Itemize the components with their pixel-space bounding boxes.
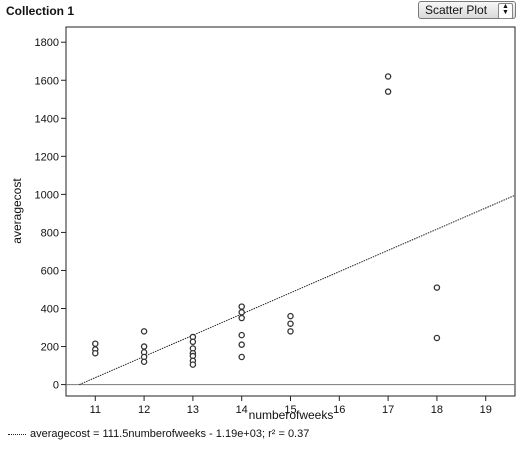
- y-tick-label: 200: [41, 342, 59, 354]
- data-point[interactable]: [238, 341, 245, 348]
- data-point[interactable]: [238, 314, 245, 322]
- y-tick-label: 1600: [35, 75, 59, 87]
- y-tick-label: 1000: [35, 189, 59, 201]
- up-down-arrows-icon: ▲ ▼: [498, 3, 513, 19]
- y-tick-label: 1200: [35, 151, 59, 163]
- regression-line-swatch: [8, 433, 26, 435]
- data-point[interactable]: [140, 328, 148, 335]
- data-point[interactable]: [238, 309, 245, 316]
- data-point[interactable]: [189, 338, 197, 346]
- collection-title: Collection 1: [6, 4, 75, 18]
- data-point[interactable]: [189, 361, 197, 368]
- data-point[interactable]: [384, 88, 392, 95]
- data-point[interactable]: [287, 328, 294, 335]
- y-tick-label: 0: [53, 380, 59, 392]
- data-point[interactable]: [92, 340, 99, 347]
- x-tick-label: 17: [382, 404, 394, 416]
- data-point[interactable]: [140, 358, 148, 366]
- x-tick-label: 12: [138, 404, 150, 416]
- regression-legend-text: averagecost = 111.5numberofweeks - 1.19e…: [30, 428, 310, 440]
- data-point[interactable]: [287, 312, 294, 320]
- plot-type-select[interactable]: Scatter Plot ▲ ▼: [418, 1, 516, 19]
- y-axis-label: averagecost: [10, 178, 24, 244]
- data-point[interactable]: [92, 349, 99, 357]
- plot-type-label: Scatter Plot: [425, 3, 488, 17]
- data-point[interactable]: [433, 334, 441, 342]
- x-tick-label: 14: [236, 404, 248, 416]
- x-tick-label: 11: [90, 404, 101, 416]
- data-point[interactable]: [287, 320, 294, 327]
- y-tick-label: 1400: [35, 113, 59, 125]
- data-point[interactable]: [238, 331, 245, 339]
- x-tick-label: 19: [480, 404, 492, 416]
- regression-line: [79, 194, 516, 386]
- data-point[interactable]: [140, 343, 148, 350]
- y-tick-label: 600: [41, 265, 59, 277]
- data-point[interactable]: [238, 303, 245, 310]
- y-tick-label: 800: [41, 227, 59, 239]
- x-axis-label: numberofweeks: [249, 408, 334, 422]
- data-point[interactable]: [433, 284, 441, 291]
- regression-legend: averagecost = 111.5numberofweeks - 1.19e…: [8, 428, 309, 440]
- data-point[interactable]: [384, 73, 392, 80]
- plot-area: [65, 26, 516, 397]
- x-tick-label: 16: [333, 404, 345, 416]
- y-tick-label: 400: [41, 304, 59, 316]
- x-tick-label: 15: [284, 404, 296, 416]
- x-tick-label: 13: [187, 404, 199, 416]
- data-point[interactable]: [238, 353, 245, 361]
- x-tick-label: 18: [431, 404, 443, 416]
- y-tick-label: 1800: [35, 37, 59, 49]
